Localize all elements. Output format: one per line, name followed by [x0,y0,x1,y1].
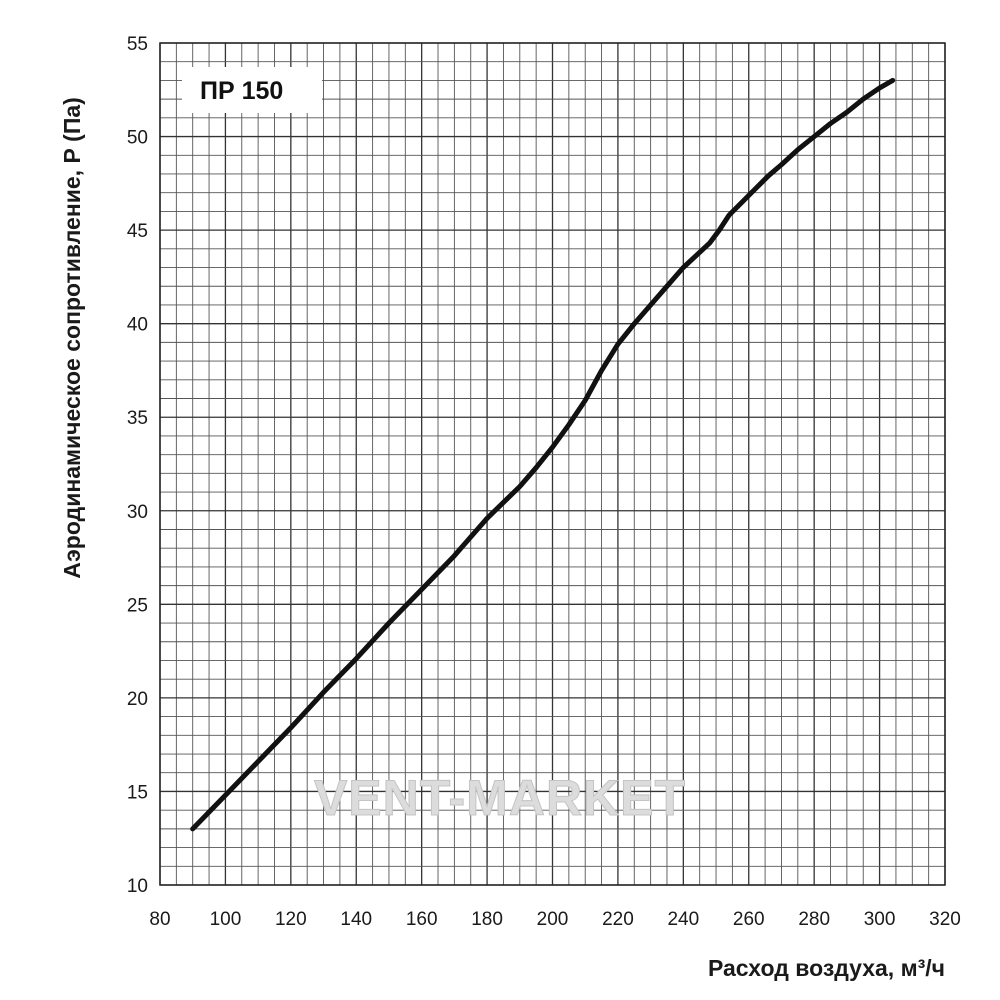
x-tick-label: 280 [798,909,830,930]
y-tick-label: 20 [127,689,148,710]
y-tick-label: 50 [127,128,148,149]
y-tick-label: 45 [127,221,148,242]
legend-box [182,67,322,113]
x-tick-label: 260 [733,909,765,930]
x-tick-label: 320 [929,909,961,930]
x-tick-label: 180 [471,909,503,930]
y-tick-label: 30 [127,502,148,523]
x-tick-label: 240 [667,909,699,930]
x-tick-label: 140 [340,909,372,930]
x-tick-label: 80 [149,909,170,930]
x-tick-label: 220 [602,909,634,930]
x-tick-label: 200 [537,909,569,930]
y-axis-title: Аэродинамическое сопротивление, Р (Па) [59,97,85,579]
legend: ПР 150 [182,67,322,113]
y-tick-label: 10 [127,876,148,897]
series-line [190,77,896,832]
plot-border [159,42,946,886]
x-tick-label: 100 [210,909,242,930]
x-tick-label: 300 [864,909,896,930]
y-tick-label: 15 [127,782,148,803]
y-tick-label: 35 [127,408,148,429]
y-tick-label: 40 [127,315,148,336]
y-tick-labels: 10 15 20 25 30 35 40 45 50 55 [127,34,148,897]
x-tick-labels: 80 100 120 140 160 180 200 220 240 260 280 300 320 [149,909,960,930]
legend-label: ПР 150 [200,77,283,105]
x-axis-title: Расход воздуха, м³/ч [708,955,945,981]
grid [159,42,946,886]
x-tick-label: 120 [275,909,307,930]
x-tick-label: 160 [406,909,438,930]
y-tick-label: 25 [127,595,148,616]
y-tick-label: 55 [127,34,148,55]
watermark: VENT-MARKET [314,770,686,826]
